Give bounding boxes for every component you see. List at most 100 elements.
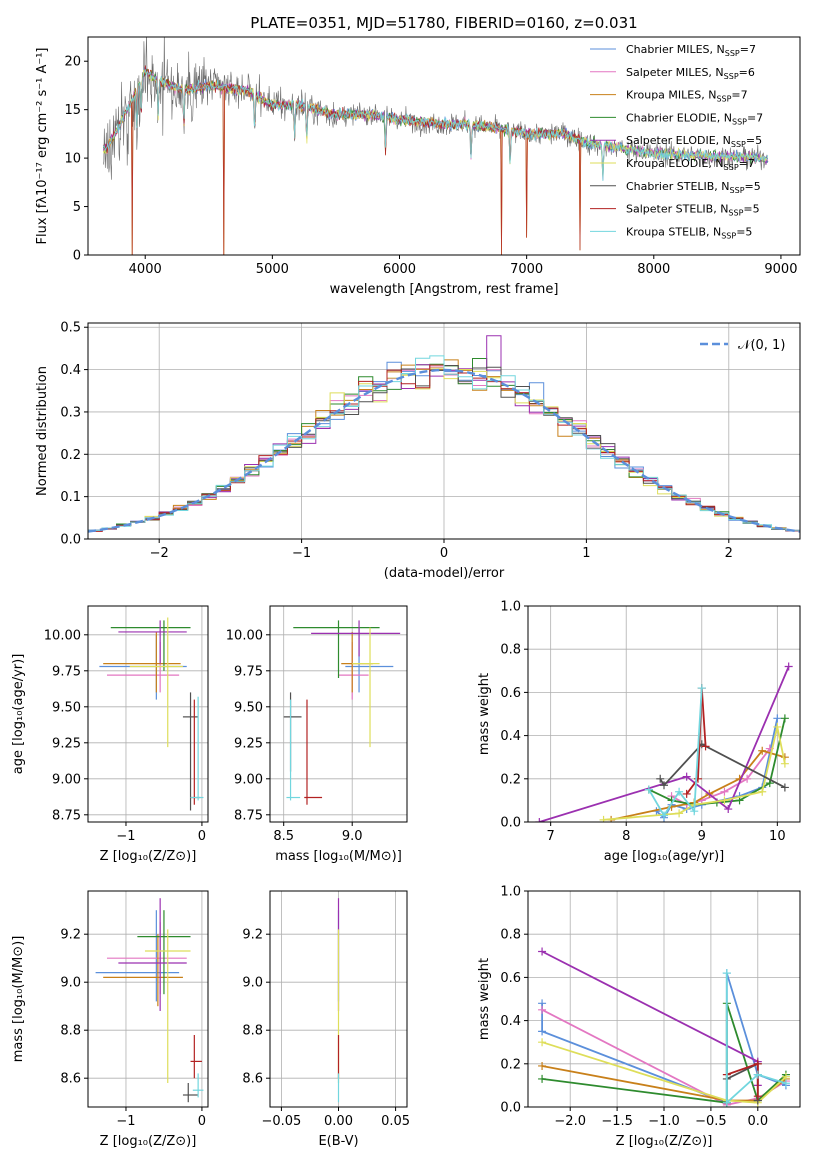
plot-area xyxy=(535,662,793,822)
mass-weight-vs-age-panel: 7 8 9 10 0.0 0.2 0.4 0.6 0.8 1.0 age [log₁₀(age/yr… xyxy=(477,600,801,864)
y-tick-label: 0.0 xyxy=(500,1101,521,1116)
x-tick-label: 2 xyxy=(725,546,733,561)
y-axis-label: Flux [fλ10⁻¹⁷ erg cm⁻² s⁻¹ A⁻¹] xyxy=(35,48,50,245)
y-tick-label: 0.4 xyxy=(60,363,81,378)
plot-area xyxy=(102,37,769,255)
x-tick-label: 1 xyxy=(582,546,590,561)
legend-suffix: =6 xyxy=(739,66,755,79)
y-tick-label: 0.4 xyxy=(500,1014,521,1029)
mass-weight-marker xyxy=(724,805,733,814)
y-tick-label: 9.50 xyxy=(52,700,81,715)
x-axis-label: Z [log₁₀(Z/Z⊙)] xyxy=(100,1134,197,1149)
x-axis-label: (data-model)/error xyxy=(384,566,505,581)
legend-label: Chabrier MILES, N xyxy=(626,43,725,56)
x-tick-label: 0 xyxy=(198,829,206,844)
spectrum-series-line xyxy=(102,69,769,182)
x-tick-label: 4000 xyxy=(129,262,162,277)
mass-weight-marker xyxy=(753,1092,762,1101)
y-tick-label: 0.3 xyxy=(60,405,81,420)
y-tick-label: 0.5 xyxy=(60,321,81,336)
mass-vs-extinction-panel: −0.05 0.00 0.05 8.6 8.8 9.0 9.2 E(B-V) xyxy=(242,890,410,1149)
mass-weight-series-line xyxy=(539,666,790,822)
legend-label: Chabrier STELIB, N xyxy=(626,180,730,193)
x-tick-label: 0 xyxy=(440,546,448,561)
legend-suffix: =5 xyxy=(746,134,762,147)
mass-weight-marker xyxy=(538,1005,547,1014)
mass-weight-marker xyxy=(758,746,767,755)
plot-area xyxy=(99,617,204,811)
mass-weight-marker xyxy=(697,684,706,693)
mass-weight-marker xyxy=(682,789,691,798)
plot-frame xyxy=(269,605,408,823)
x-axis-label: Z [log₁₀(Z/Z⊙)] xyxy=(100,849,197,864)
legend-entry: Chabrier STELIB, NSSP=5 xyxy=(626,180,761,195)
gaussian-curve xyxy=(88,368,800,533)
legend-suffix: =5 xyxy=(745,180,761,193)
y-tick-label: 0.2 xyxy=(60,448,81,463)
residual-histogram-panel: −2 −1 0 1 2 0.0 0.1 0.2 0.3 0.4 0.5 (data-model)/er… xyxy=(35,321,801,581)
mass-vs-metallicity-panel: −1 0 8.6 8.8 9.0 9.2 Z [log₁₀(Z/Z⊙)] mass [log₁… xyxy=(11,890,209,1149)
legend-entry: Kroupa ELODIE, NSSP=7 xyxy=(626,157,755,172)
mass-weight-marker xyxy=(538,1027,547,1036)
legend-entry: Chabrier MILES, NSSP=7 xyxy=(626,43,756,58)
legend-subscript: SSP xyxy=(724,72,739,81)
x-tick-label: 6000 xyxy=(383,262,416,277)
legend-entry: Kroupa MILES, NSSP=7 xyxy=(626,89,748,104)
mass-weight-marker xyxy=(780,714,789,723)
mass-weight-series-line xyxy=(659,743,786,789)
y-tick-label: 9.0 xyxy=(242,976,263,991)
y-tick-label: 1.0 xyxy=(500,885,521,900)
x-tick-label: −0.5 xyxy=(695,1114,727,1129)
legend-subscript: SSP xyxy=(724,163,739,172)
y-tick-label: 10.00 xyxy=(226,628,263,643)
mass-weight-marker xyxy=(780,783,789,792)
x-tick-label: 0 xyxy=(198,1114,206,1129)
y-tick-label: 8.75 xyxy=(234,808,263,823)
x-axis-label: Z [log₁₀(Z/Z⊙)] xyxy=(616,1134,713,1149)
y-tick-label: 9.25 xyxy=(234,736,263,751)
y-tick-label: 0.8 xyxy=(500,643,521,658)
mass-weight-marker xyxy=(538,1038,547,1047)
y-tick-label: 8.6 xyxy=(60,1072,81,1087)
legend-label: Salpeter ELODIE, N xyxy=(626,134,731,147)
legend-suffix: =7 xyxy=(747,111,763,124)
y-tick-label: 9.00 xyxy=(234,772,263,787)
plot-frame xyxy=(87,36,801,256)
y-axis-label: mass weight xyxy=(477,958,492,1040)
x-tick-label: 7000 xyxy=(510,262,543,277)
x-tick-label: −2 xyxy=(150,546,169,561)
mass-weight-marker xyxy=(538,1074,547,1083)
mass-weight-marker xyxy=(535,818,544,822)
legend-subscript: SSP xyxy=(732,117,747,126)
legend-suffix: =7 xyxy=(731,89,747,102)
y-tick-label: 9.2 xyxy=(242,928,263,943)
mass-weight-marker xyxy=(753,1070,762,1079)
y-tick-label: 15 xyxy=(64,103,81,118)
y-axis-label: Normed distribution xyxy=(35,366,50,496)
legend-suffix: =5 xyxy=(743,203,759,216)
mass-weight-marker xyxy=(743,774,752,783)
y-tick-label: 10.00 xyxy=(44,628,81,643)
mass-weight-marker xyxy=(773,722,782,731)
mass-weight-marker xyxy=(720,787,729,796)
chart-title: PLATE=0351, MJD=51780, FIBERID=0160, z=0… xyxy=(250,14,637,32)
x-tick-label: 8000 xyxy=(637,262,670,277)
legend-entry: Chabrier ELODIE, NSSP=7 xyxy=(626,111,763,126)
spectrum-panel: 4000 5000 6000 7000 8000 9000 0 5 10 15 20 waveleng… xyxy=(35,14,801,297)
mass-weight-marker xyxy=(538,947,547,956)
mass-weight-marker xyxy=(701,742,710,751)
legend-entry: Kroupa STELIB, NSSP=5 xyxy=(626,225,752,240)
plot-frame xyxy=(87,322,801,540)
legend-subscript: SSP xyxy=(730,186,745,195)
legend-suffix: =5 xyxy=(736,225,752,238)
y-axis-label: age [log₁₀(age/yr)] xyxy=(11,654,26,775)
y-tick-label: 8.8 xyxy=(242,1024,263,1039)
y-tick-label: 0.2 xyxy=(500,1057,521,1072)
mass-weight-marker xyxy=(758,787,767,796)
legend-label: Kroupa ELODIE, N xyxy=(626,157,724,170)
y-tick-label: 9.75 xyxy=(52,664,81,679)
y-axis-label: mass weight xyxy=(477,673,492,755)
x-tick-label: 9 xyxy=(698,829,706,844)
mass-weight-marker xyxy=(780,759,789,768)
mass-weight-series-line xyxy=(541,1041,787,1104)
